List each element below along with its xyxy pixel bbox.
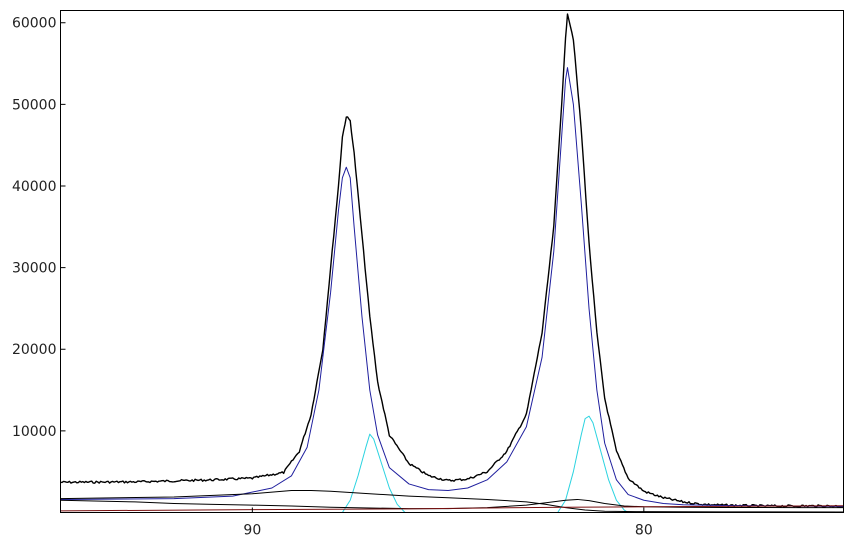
y-tick-label: 40000: [12, 179, 57, 195]
series-line-1: [60, 13, 844, 508]
series-line-3: [341, 433, 406, 513]
plot-series-layer: [60, 13, 844, 513]
y-tick-label: 30000: [12, 261, 57, 277]
series-line-7: [60, 505, 844, 512]
y-tick-label: 10000: [12, 424, 57, 440]
plot-frame: [60, 10, 844, 513]
series-line-4: [557, 415, 629, 513]
y-tick-label: 60000: [12, 16, 57, 32]
x-tick-label: 90: [243, 523, 261, 539]
x-tick-label: 80: [635, 523, 653, 539]
series-line-5: [60, 489, 844, 513]
axis-tick-layer: 10000 20000 30000 40000 50000 60000 90 80: [12, 16, 653, 539]
y-tick-label: 50000: [12, 97, 57, 113]
y-tick-label: 20000: [12, 342, 57, 358]
series-line-2: [60, 67, 844, 507]
